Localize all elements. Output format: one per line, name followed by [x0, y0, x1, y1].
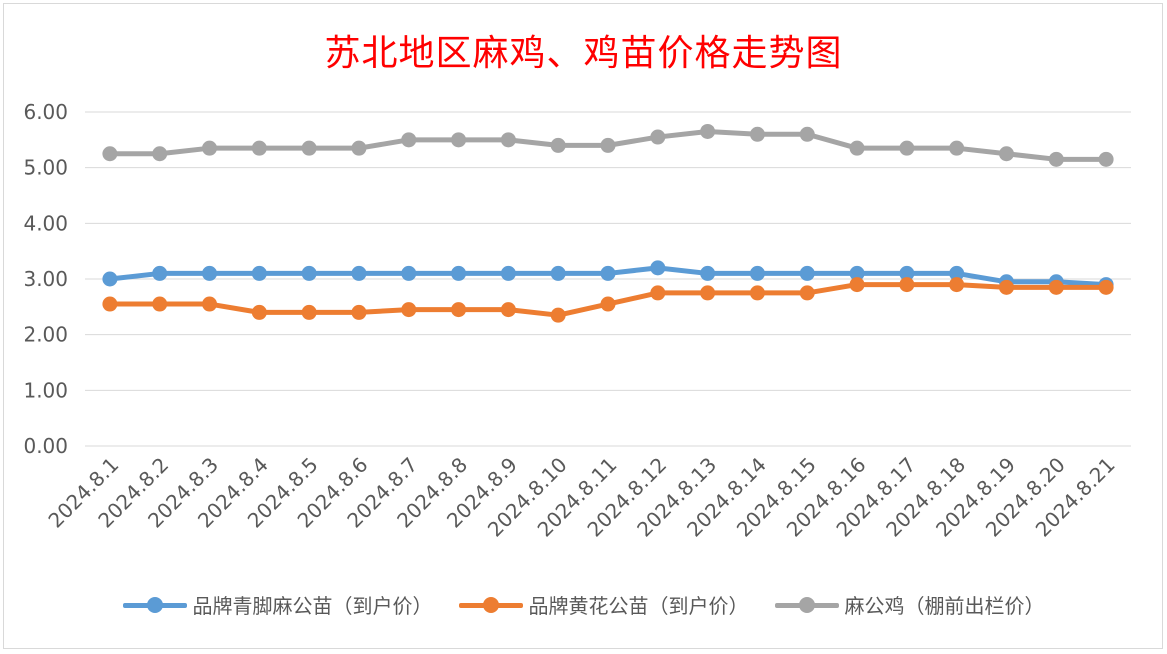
legend-label: 品牌青脚麻公苗（到户价） [192, 594, 433, 618]
data-point [949, 277, 965, 293]
data-point [401, 302, 417, 318]
y-tick-label: 6.00 [23, 100, 68, 124]
data-point [650, 260, 666, 276]
legend-item: 品牌青脚麻公苗（到户价） [122, 590, 433, 619]
data-point [152, 265, 168, 281]
data-point [301, 265, 317, 281]
data-point [998, 146, 1014, 162]
data-point [451, 265, 467, 281]
chart-frame [3, 3, 1163, 649]
data-point [102, 146, 118, 162]
data-point [949, 265, 965, 281]
data-point [899, 277, 915, 293]
data-point [600, 137, 616, 153]
data-point [799, 265, 815, 281]
data-point [550, 307, 566, 323]
data-point [301, 140, 317, 156]
data-point [550, 137, 566, 153]
data-point [102, 296, 118, 312]
data-point [102, 271, 118, 287]
chart-title: 苏北地区麻鸡、鸡苗价格走势图 [324, 33, 843, 74]
data-point [1098, 279, 1114, 295]
data-point [700, 285, 716, 301]
data-point [849, 265, 865, 281]
data-point [899, 140, 915, 156]
y-tick-label: 4.00 [23, 211, 68, 235]
legend-item: 麻公鸡（棚前出栏价） [774, 590, 1045, 619]
data-point [650, 285, 666, 301]
legend-swatch [122, 595, 187, 615]
data-point [401, 132, 417, 148]
data-point [202, 140, 218, 156]
legend-label: 品牌黄花公苗（到户价） [528, 594, 749, 618]
data-point [998, 279, 1014, 295]
data-point [1048, 279, 1064, 295]
data-point [1048, 151, 1064, 167]
y-tick-label: 1.00 [23, 378, 68, 402]
data-point [550, 265, 566, 281]
data-point [500, 265, 516, 281]
data-point [401, 265, 417, 281]
legend-label: 麻公鸡（棚前出栏价） [844, 594, 1045, 618]
data-point [152, 146, 168, 162]
data-point [451, 302, 467, 318]
data-point [202, 265, 218, 281]
data-point [700, 123, 716, 139]
data-point [700, 265, 716, 281]
data-point [849, 140, 865, 156]
legend-swatch [458, 595, 523, 615]
data-point [251, 304, 267, 320]
data-point [600, 296, 616, 312]
data-point [152, 296, 168, 312]
data-point [749, 126, 765, 142]
legend-swatch [774, 595, 839, 615]
data-point [500, 302, 516, 318]
data-point [799, 285, 815, 301]
data-point [849, 277, 865, 293]
y-tick-label: 3.00 [23, 267, 68, 291]
data-point [301, 304, 317, 320]
data-point [251, 265, 267, 281]
data-point [949, 140, 965, 156]
chart-legend: 品牌青脚麻公苗（到户价） 品牌黄花公苗（到户价） 麻公鸡（棚前出栏价） [0, 590, 1167, 619]
data-point [351, 140, 367, 156]
data-point [749, 265, 765, 281]
data-point [899, 265, 915, 281]
data-point [351, 304, 367, 320]
legend-item: 品牌黄花公苗（到户价） [458, 590, 749, 619]
data-point [600, 265, 616, 281]
data-point [650, 129, 666, 145]
data-point [251, 140, 267, 156]
y-tick-label: 2.00 [23, 323, 68, 347]
data-point [1098, 151, 1114, 167]
data-point [202, 296, 218, 312]
data-point [749, 285, 765, 301]
data-point [799, 126, 815, 142]
data-point [451, 132, 467, 148]
data-point [351, 265, 367, 281]
y-tick-label: 0.00 [23, 434, 68, 458]
data-point [500, 132, 516, 148]
y-tick-label: 5.00 [23, 156, 68, 180]
